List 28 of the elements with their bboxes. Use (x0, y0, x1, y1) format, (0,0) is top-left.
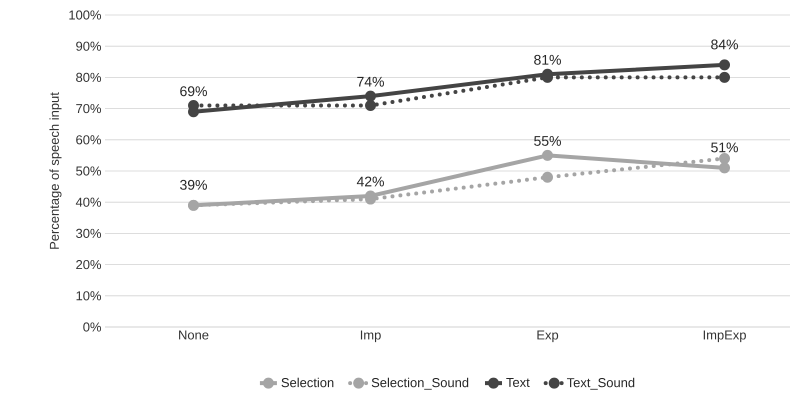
x-tick-label: None (179, 330, 208, 340)
y-tick-label: 80% (76, 72, 102, 82)
x-tick-label: Exp (537, 330, 558, 342)
y-tick-label: 50% (76, 166, 102, 176)
y-tick-label: 20% (76, 260, 102, 270)
y-tick-label: 70% (76, 104, 102, 114)
legend-label: Text (506, 378, 530, 387)
data-label: 74% (357, 76, 384, 87)
y-tick-label: 90% (76, 42, 102, 51)
data-label: 39% (180, 180, 207, 190)
data-label: 84% (711, 40, 738, 50)
x-tick-label: Imp (360, 330, 381, 342)
data-label: 69% (180, 86, 207, 96)
data-label: 81% (534, 54, 561, 65)
legend-label: Selection_Sound (372, 378, 468, 390)
legend-label: Text_Sound (566, 378, 634, 390)
y-axis-title: Percentage of speech input (49, 92, 62, 249)
data-label: 51% (711, 142, 738, 152)
y-tick-label: 40% (76, 198, 102, 207)
y-tick-label: 100% (69, 10, 102, 20)
y-tick-label: 0% (83, 322, 102, 332)
y-tick-label: 60% (76, 135, 102, 144)
y-tick-label: 10% (76, 291, 102, 300)
y-tick-label: 30% (76, 228, 102, 238)
data-label: 55% (534, 136, 561, 146)
x-tick-label: ImpExp (704, 330, 746, 342)
data-label: 42% (356, 176, 384, 186)
legend-label: Selection (282, 378, 334, 388)
